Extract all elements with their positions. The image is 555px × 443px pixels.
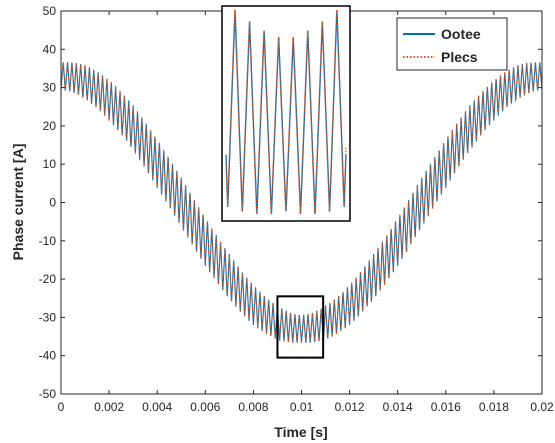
y-axis-ticks: -50 -40 -30 -20 -10 0 10 20 30 40 50 (39, 4, 542, 401)
series-line-plecs (61, 61, 542, 344)
zoom-region-box (276, 295, 325, 359)
y-tick-label: 40 (43, 42, 57, 56)
x-tick-label: 0.014 (383, 400, 413, 414)
y-tick-label: 10 (43, 157, 57, 171)
x-tick-label: 0.002 (94, 400, 124, 414)
x-tick-label: 0.01 (290, 400, 314, 414)
y-tick-label: -50 (39, 387, 57, 401)
legend: Ootee Plecs (396, 17, 508, 71)
y-tick-label: 20 (43, 119, 57, 133)
main-series-group (61, 61, 542, 344)
y-tick-label: 50 (43, 4, 57, 18)
x-tick-label: 0.02 (530, 400, 554, 414)
x-tick-label: 0.008 (238, 400, 268, 414)
y-axis-label: Phase current [A] (10, 144, 26, 261)
y-tick-label: -20 (39, 272, 57, 286)
series-line-ootee (61, 61, 542, 343)
legend-box (396, 17, 508, 71)
x-tick-label: 0.012 (335, 400, 365, 414)
y-tick-label: -10 (39, 234, 57, 248)
y-tick-label: 30 (43, 81, 57, 95)
y-tick-label: -30 (39, 310, 57, 324)
x-tick-label: 0.006 (190, 400, 220, 414)
x-tick-label: 0.004 (142, 400, 172, 414)
legend-label-ootee: Ootee (441, 26, 481, 42)
legend-label-plecs: Plecs (441, 49, 478, 65)
x-tick-label: 0 (58, 400, 65, 414)
x-axis-label: Time [s] (274, 424, 327, 440)
y-tick-label: 0 (49, 196, 56, 210)
x-tick-label: 0.018 (479, 400, 509, 414)
y-tick-label: -40 (39, 349, 57, 363)
inset-series-line-plecs (225, 9, 347, 216)
x-axis-ticks: 0 0.002 0.004 0.006 0.008 0.01 0.012 0.014 0.016… (58, 11, 554, 414)
inset-series-group (225, 9, 347, 216)
x-tick-label: 0.016 (431, 400, 461, 414)
